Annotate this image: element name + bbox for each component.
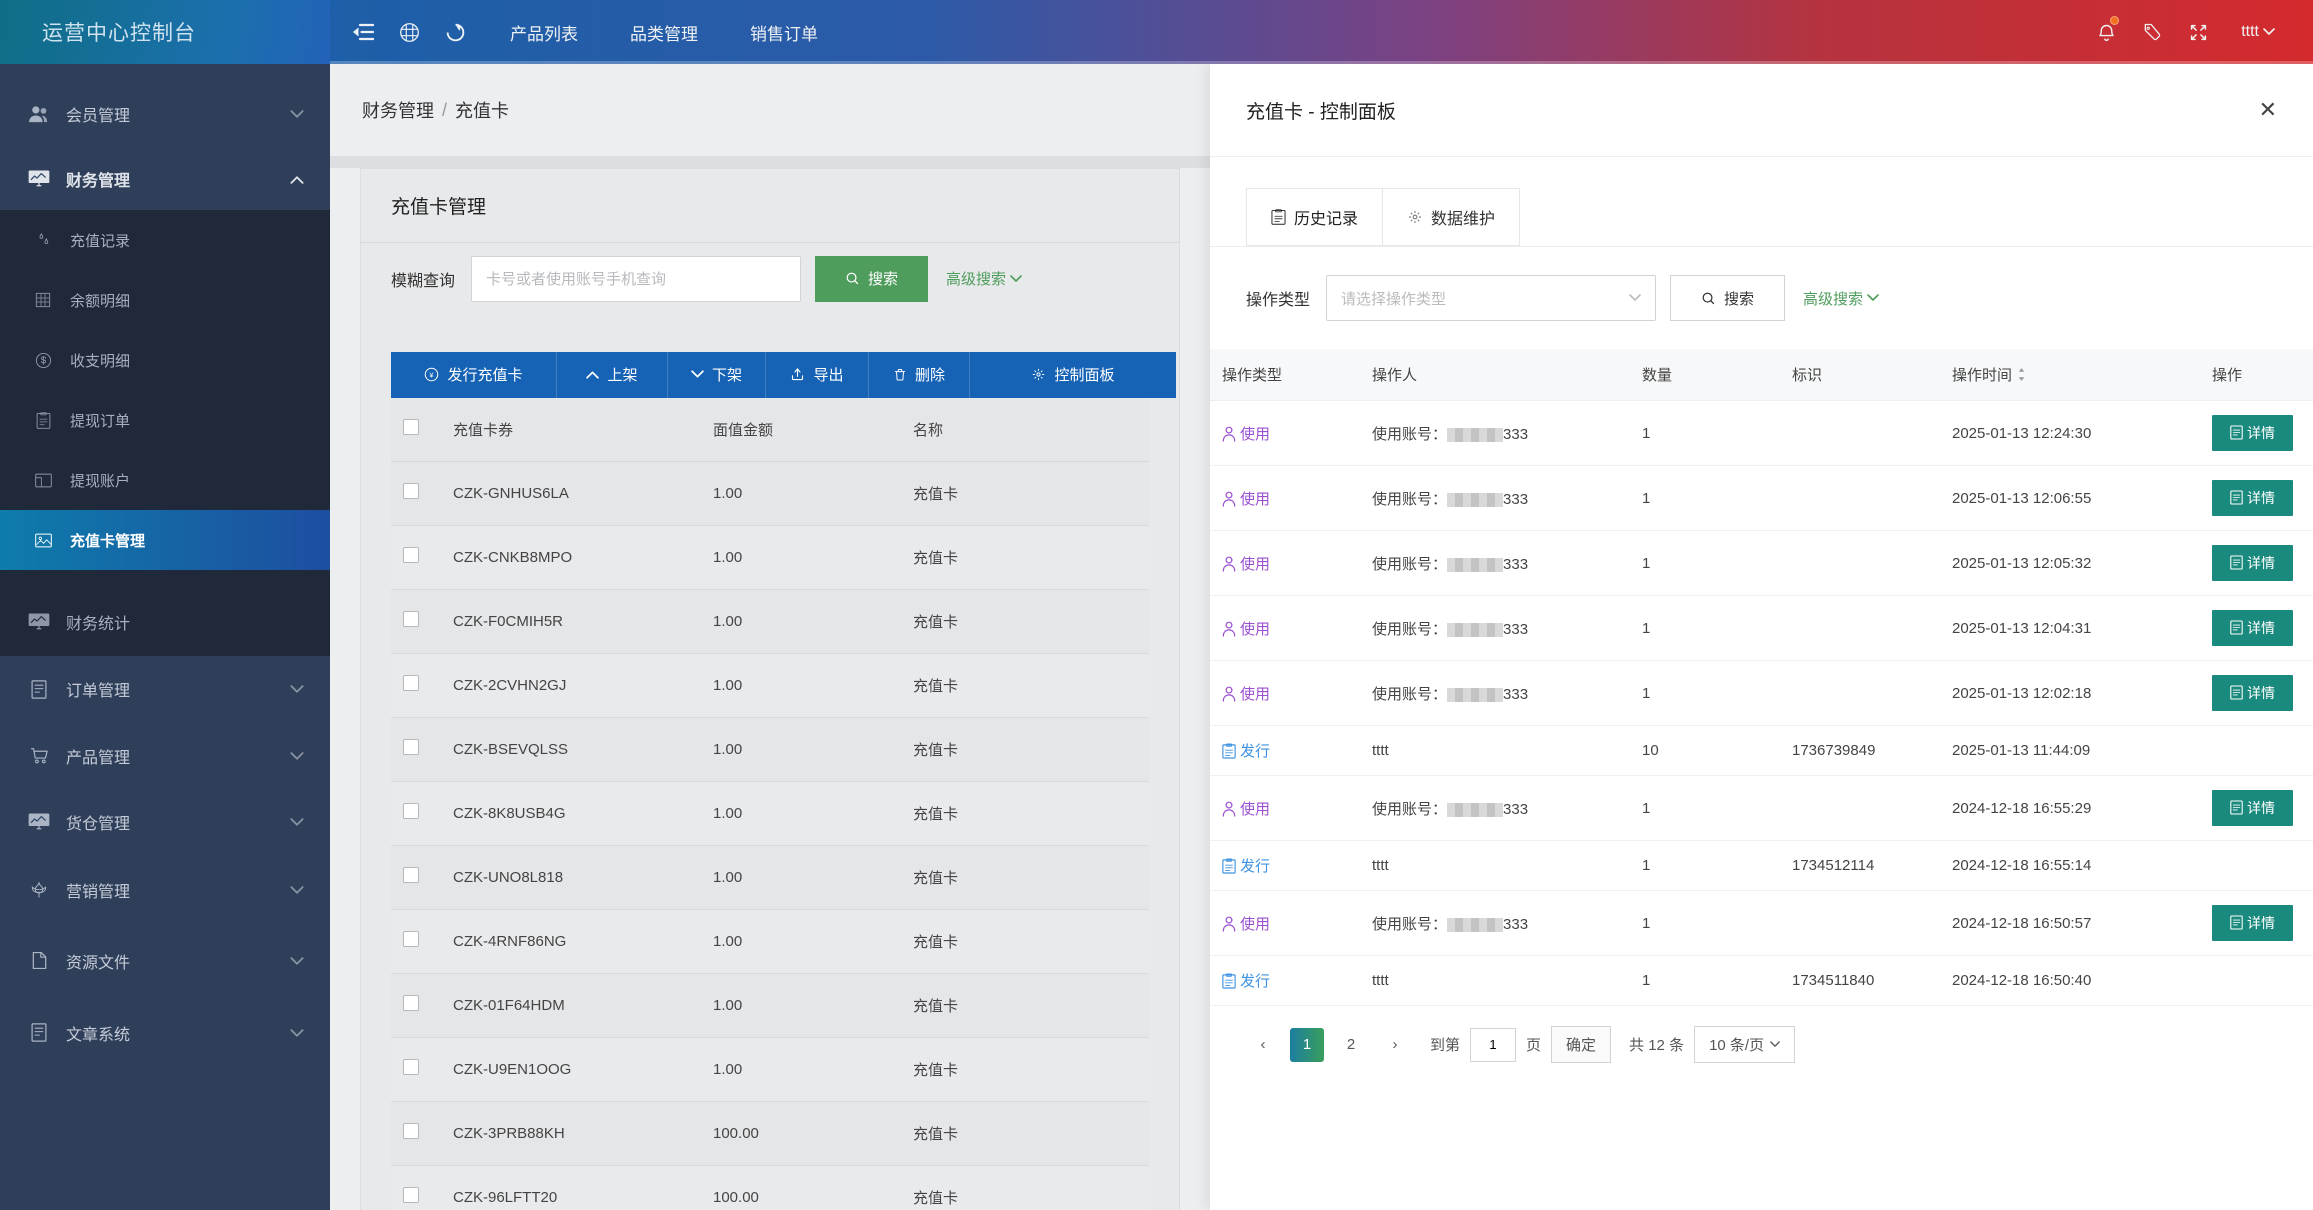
svg-text:¥: ¥ <box>430 370 435 379</box>
